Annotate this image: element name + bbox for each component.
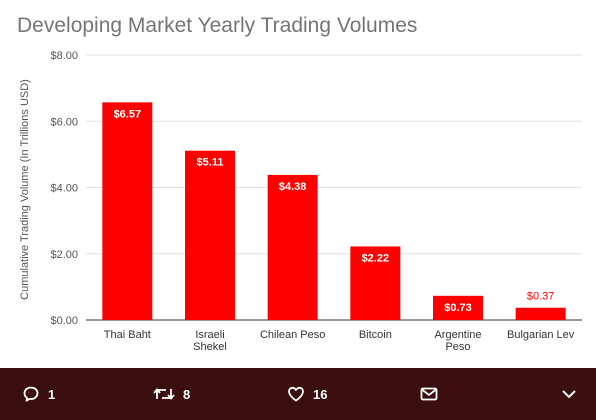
like-button[interactable]: 16 — [287, 368, 327, 420]
chart-card: Developing Market Yearly Trading Volumes… — [17, 14, 582, 353]
y-tick-label: $0.00 — [50, 315, 78, 327]
bar — [267, 174, 318, 320]
bar-data-label: $5.11 — [197, 157, 224, 169]
bar-data-label: $0.37 — [527, 291, 555, 303]
chevron-down-icon — [562, 390, 576, 399]
x-tick-label: Shekel — [193, 341, 227, 353]
x-tick-label: Israeli — [195, 329, 224, 341]
y-tick-label: $8.00 — [50, 50, 78, 62]
retweet-icon — [153, 388, 175, 400]
bar-chart: $0.00 $2.00 $4.00 $6.00 $8.00 Cumulative Trad… — [19, 50, 582, 353]
bar-data-label: $6.57 — [114, 108, 142, 120]
bar — [102, 102, 153, 321]
y-tick-label: $4.00 — [50, 183, 78, 195]
y-tick-label: $2.00 — [50, 249, 78, 261]
retweet-count: 8 — [183, 386, 191, 402]
x-tick-label: Bulgarian Lev — [507, 329, 575, 341]
like-count: 16 — [313, 386, 328, 402]
y-tick-label: $6.00 — [50, 116, 78, 128]
envelope-icon — [420, 387, 438, 401]
bar-data-label: $4.38 — [279, 181, 307, 193]
heart-icon — [288, 386, 304, 402]
reply-icon — [23, 386, 39, 402]
bar — [185, 150, 235, 320]
reply-count: 1 — [48, 386, 56, 402]
bar-data-label: $2.22 — [362, 252, 390, 264]
x-tick-label: Thai Baht — [104, 329, 151, 341]
bar — [350, 246, 401, 320]
retweet-button[interactable]: 8 — [153, 368, 190, 420]
bar — [433, 295, 483, 320]
tweet-action-bar: 1 8 16 — [0, 368, 596, 420]
bar-data-label: $0.73 — [444, 302, 472, 314]
x-tick-label: Peso — [445, 341, 470, 353]
bar — [515, 307, 566, 320]
x-tick-label: Chilean Peso — [260, 329, 325, 341]
reply-button[interactable]: 1 — [22, 368, 55, 420]
x-tick-label: Argentine — [434, 329, 481, 341]
chart-title: Developing Market Yearly Trading Volumes — [17, 14, 418, 37]
x-tick-label: Bitcoin — [359, 329, 392, 341]
direct-message-button[interactable] — [420, 368, 438, 420]
more-options-button[interactable] — [561, 368, 577, 420]
y-axis-title: Cumulative Trading Volume (In Trillions … — [19, 79, 31, 300]
